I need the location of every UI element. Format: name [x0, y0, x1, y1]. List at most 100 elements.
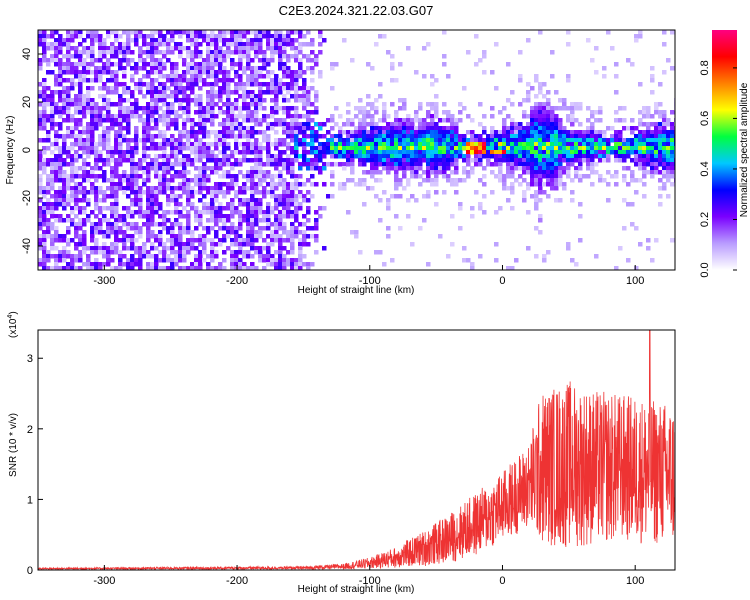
spectrogram-cell: [670, 30, 675, 35]
spectrogram-cell: [58, 122, 63, 127]
spectrogram-cell: [86, 122, 91, 127]
spectrogram-cell: [346, 146, 351, 151]
spectrogram-cell: [38, 166, 43, 171]
spectrogram-cell: [74, 74, 79, 79]
spectrogram-cell: [646, 238, 651, 243]
spectrogram-cell: [374, 146, 379, 151]
spectrogram-cell: [130, 146, 135, 151]
spectrogram-cell: [254, 94, 259, 99]
spectrogram-cell: [122, 154, 127, 159]
spectrogram-cell: [42, 166, 47, 171]
spectrogram-cell: [78, 62, 83, 67]
spectrogram-cell: [222, 214, 227, 219]
spectrogram-cell: [246, 214, 251, 219]
spectrogram-cell: [166, 238, 171, 243]
spectrogram-y-tick-label: -40: [21, 238, 33, 254]
spectrogram-cell: [566, 170, 571, 175]
spectrogram-cell: [458, 134, 463, 139]
spectrogram-cell: [150, 254, 155, 259]
spectrogram-cell: [482, 182, 487, 187]
spectrogram-cell: [42, 186, 47, 191]
spectrogram-cell: [454, 158, 459, 163]
spectrogram-cell: [210, 86, 215, 91]
spectrogram-cell: [254, 30, 259, 35]
spectrogram-cell: [306, 150, 311, 155]
spectrogram-cell: [510, 190, 515, 195]
spectrogram-cell: [286, 238, 291, 243]
spectrogram-cell: [642, 106, 647, 111]
spectrogram-cell: [378, 130, 383, 135]
spectrogram-cell: [186, 130, 191, 135]
spectrogram-cell: [198, 94, 203, 99]
spectrogram-cell: [94, 174, 99, 179]
spectrogram-cell: [542, 142, 547, 147]
spectrogram-cell: [174, 94, 179, 99]
spectrogram-cell: [54, 214, 59, 219]
spectrogram-cell: [82, 150, 87, 155]
spectrogram-cell: [178, 250, 183, 255]
spectrogram-cell: [158, 178, 163, 183]
spectrogram-cell: [250, 70, 255, 75]
spectrogram-cell: [126, 38, 131, 43]
spectrogram-cell: [234, 42, 239, 47]
spectrogram-cell: [410, 242, 415, 247]
spectrogram-cell: [254, 150, 259, 155]
spectrogram-cell: [230, 198, 235, 203]
spectrogram-cell: [278, 222, 283, 227]
spectrogram-cell: [86, 94, 91, 99]
spectrogram-cell: [162, 166, 167, 171]
spectrogram-cell: [118, 182, 123, 187]
spectrogram-cell: [222, 266, 227, 270]
spectrogram-cell: [290, 78, 295, 83]
spectrogram-cell: [386, 162, 391, 167]
spectrogram-cell: [86, 190, 91, 195]
spectrogram-cell: [234, 114, 239, 119]
spectrogram-cell: [398, 182, 403, 187]
spectrogram-cell: [250, 126, 255, 131]
spectrogram-cell: [118, 110, 123, 115]
spectrogram-cell: [454, 166, 459, 171]
spectrogram-cell: [142, 110, 147, 115]
spectrogram-cell: [130, 114, 135, 119]
spectrogram-cell: [362, 170, 367, 175]
spectrogram-cell: [334, 146, 339, 151]
spectrogram-cell: [150, 194, 155, 199]
spectrogram-cell: [510, 158, 515, 163]
spectrogram-cell: [490, 154, 495, 159]
spectrogram-cell: [86, 178, 91, 183]
spectrogram-cell: [326, 194, 331, 199]
spectrogram-cell: [394, 78, 399, 83]
spectrogram-cell: [158, 58, 163, 63]
spectrogram-cell: [242, 82, 247, 87]
spectrogram-cell: [166, 86, 171, 91]
spectrogram-cell: [134, 170, 139, 175]
spectrogram-cell: [598, 110, 603, 115]
spectrogram-cell: [286, 194, 291, 199]
spectrogram-cell: [662, 158, 667, 163]
spectrogram-cell: [154, 98, 159, 103]
spectrogram-cell: [254, 138, 259, 143]
spectrogram-cell: [102, 62, 107, 67]
spectrogram-cell: [106, 178, 111, 183]
spectrogram-cell: [154, 206, 159, 211]
spectrogram-cell: [222, 222, 227, 227]
spectrogram-cell: [314, 154, 319, 159]
spectrogram-cell: [182, 62, 187, 67]
spectrogram-cell: [398, 162, 403, 167]
spectrogram-cell: [546, 194, 551, 199]
spectrogram-cell: [430, 118, 435, 123]
spectrogram-cell: [250, 202, 255, 207]
spectrogram-cell: [146, 198, 151, 203]
spectrogram-cell: [394, 186, 399, 191]
spectrogram-cell: [178, 142, 183, 147]
spectrogram-cell: [346, 122, 351, 127]
spectrogram-cell: [106, 258, 111, 263]
spectrogram-cell: [618, 154, 623, 159]
spectrogram-cell: [210, 210, 215, 215]
spectrogram-cell: [390, 122, 395, 127]
spectrogram-cell: [498, 110, 503, 115]
spectrogram-cell: [226, 30, 231, 35]
spectrogram-cell: [94, 166, 99, 171]
spectrogram-cell: [246, 170, 251, 175]
spectrogram-cell: [214, 94, 219, 99]
